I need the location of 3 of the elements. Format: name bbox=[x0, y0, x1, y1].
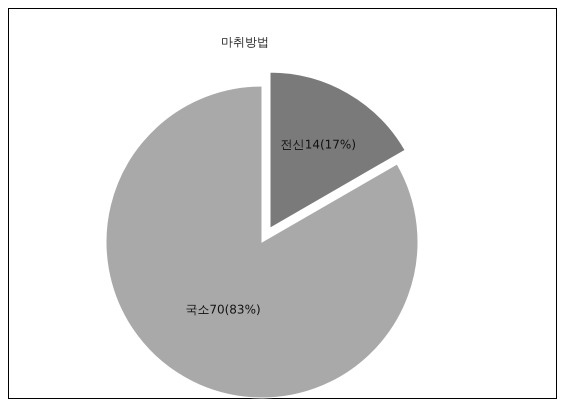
slice-label: 국소70(83%) bbox=[185, 302, 261, 317]
slice-label: 전신14(17%) bbox=[280, 137, 356, 152]
chart-title: 마취방법 bbox=[221, 35, 269, 49]
